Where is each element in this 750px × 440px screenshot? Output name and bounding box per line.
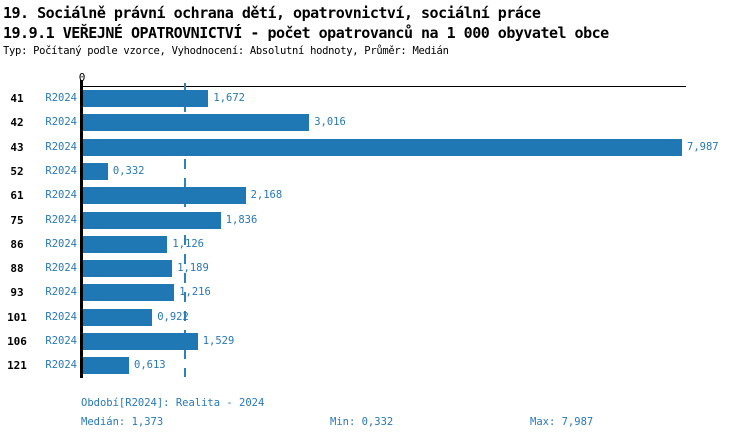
series-period-label: R2024: [45, 310, 77, 323]
chart-title-line2: 19.9.1 VEŘEJNÉ OPATROVNICTVÍ - počet opa…: [3, 24, 609, 42]
bar-value-label: 0,332: [112, 164, 145, 177]
bar: [83, 211, 221, 229]
category-label: 121: [7, 359, 27, 373]
bar-value-label: 1,529: [202, 335, 235, 347]
bar-value-label: 2,168: [250, 189, 283, 202]
bar: [83, 308, 153, 326]
series-period-label: R2024: [45, 262, 77, 275]
bar-value-label: 0,922: [157, 310, 189, 323]
bar-value-label: 1,672: [213, 92, 245, 104]
bar: [83, 138, 682, 156]
category-label: 106: [7, 335, 27, 348]
bar-value-label: 1,836: [225, 213, 258, 226]
bar: [83, 114, 310, 132]
series-period-label: R2024: [45, 359, 77, 372]
series-period-label: R2024: [45, 92, 77, 104]
series-period-label: R2024: [45, 237, 77, 250]
x-axis-zero-tick-label: 0: [78, 71, 86, 84]
bar: [83, 187, 246, 205]
category-label: 41: [10, 92, 24, 105]
bar-value-label: 7,987: [687, 140, 719, 153]
period-label: Období[R2024]: Realita - 2024: [81, 397, 265, 409]
category-label: 101: [7, 310, 27, 324]
chart-title-line1: 19. Sociálně právní ochrana dětí, opatro…: [3, 4, 541, 22]
category-label: 88: [10, 262, 24, 276]
series-period-label: R2024: [45, 213, 77, 226]
series-period-label: R2024: [45, 164, 77, 177]
bar-value-label: 1,216: [179, 286, 211, 299]
bar: [83, 90, 209, 107]
category-label: 86: [10, 237, 24, 251]
bar-value-label: 0,613: [134, 359, 166, 372]
y-axis-line: [80, 80, 83, 378]
median-stat-label: Medián: 1,373: [81, 416, 164, 428]
category-label: 42: [10, 116, 24, 130]
category-label: 52: [10, 164, 24, 178]
series-period-label: R2024: [45, 140, 77, 153]
series-period-label: R2024: [45, 116, 77, 129]
min-stat-label: Min: 0,332: [330, 416, 394, 428]
max-stat-label: Max: 7,987: [530, 416, 594, 428]
series-period-label: R2024: [45, 189, 77, 202]
chart-meta-line: Typ: Počítaný podle vzorce, Vyhodnocení:…: [3, 45, 449, 57]
bar: [83, 260, 173, 278]
bar-value-label: 1,126: [172, 237, 204, 250]
x-axis-line: [82, 86, 686, 87]
series-period-label: R2024: [45, 335, 77, 347]
bar-value-label: 1,189: [177, 262, 209, 275]
category-label: 43: [10, 140, 24, 154]
bar: [83, 162, 108, 180]
category-label: 75: [10, 213, 24, 227]
category-label: 61: [10, 189, 24, 203]
bar: [83, 333, 198, 350]
bar: [83, 357, 129, 375]
bar: [83, 284, 175, 302]
series-period-label: R2024: [45, 286, 77, 299]
bar: [83, 235, 168, 253]
category-label: 93: [10, 286, 24, 300]
bar-value-label: 3,016: [314, 116, 346, 129]
median-reference-line: [184, 83, 186, 377]
